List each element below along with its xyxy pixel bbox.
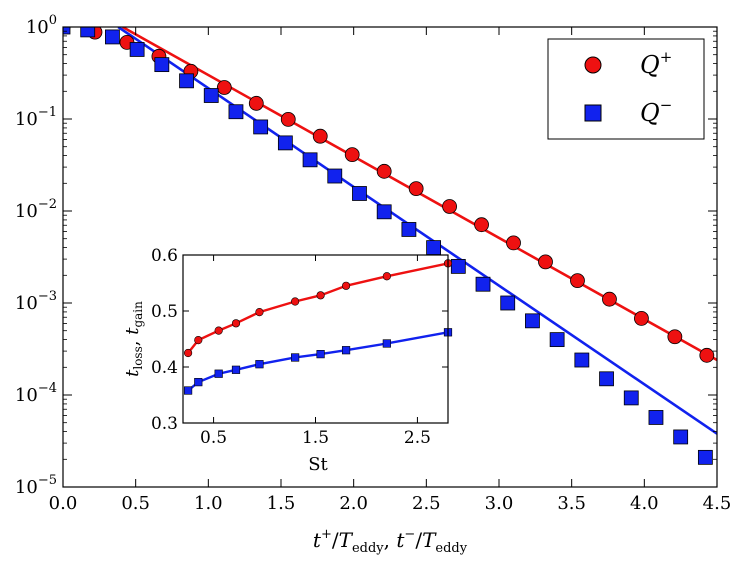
q-plus-point — [474, 217, 489, 233]
legend-label-q-minus: Q− — [640, 96, 672, 127]
main-y-tick-label: 10−4 — [15, 381, 57, 406]
legend-box — [547, 38, 705, 140]
inset-tloss-point — [316, 291, 325, 300]
inset-tloss-point — [341, 281, 351, 290]
main-x-tick-label: 2.0 — [339, 493, 368, 514]
inset-tloss-point — [255, 308, 264, 317]
inset-tgain-point — [291, 353, 300, 362]
inset-y-tick-label: 0.3 — [151, 414, 178, 434]
inset-tloss-point — [214, 326, 223, 335]
q-minus-point — [450, 258, 466, 274]
q-minus-point — [401, 222, 417, 237]
q-plus-point — [538, 254, 553, 270]
q-plus-point — [280, 112, 296, 127]
inset-x-tick-label: 1.5 — [302, 428, 329, 448]
q-plus-point — [408, 181, 424, 197]
inset-tgain-point — [183, 386, 193, 395]
inset-tgain-point — [231, 365, 241, 374]
inset-tloss-point — [231, 319, 241, 328]
main-y-tick-label: 10−5 — [15, 473, 57, 498]
legend: Q+ Q− — [547, 38, 705, 140]
main-x-tick-label: 4.5 — [703, 493, 732, 514]
main-y-tick-label: 10−3 — [15, 289, 57, 314]
main-y-tick-label: 100 — [26, 13, 57, 38]
q-minus-point — [376, 204, 392, 220]
main-x-tick-label: 3.0 — [485, 493, 514, 514]
inset-y-tick-label: 0.5 — [151, 302, 178, 322]
inset-tgain-point — [316, 350, 325, 359]
q-minus-point — [648, 410, 664, 425]
q-minus-point — [80, 27, 96, 38]
main-x-tick-label: 0.5 — [121, 493, 150, 514]
q-minus-point — [277, 135, 293, 151]
q-plus-point — [312, 128, 328, 144]
main-x-tick-label: 1.5 — [267, 493, 296, 514]
q-minus-point — [574, 352, 590, 368]
inset-tloss-point — [382, 272, 391, 281]
q-minus-point — [203, 88, 219, 103]
inset-tgain-point — [341, 346, 351, 355]
q-minus-point — [697, 449, 713, 465]
q-minus-point — [253, 119, 269, 135]
inset-tloss-point — [291, 297, 300, 306]
inset-plot-area — [183, 255, 448, 423]
main-plot-frame — [62, 26, 718, 488]
q-plus-point — [376, 163, 392, 179]
q-minus-point — [352, 186, 367, 201]
q-minus-point — [302, 152, 318, 168]
q-minus-point — [105, 29, 120, 45]
q-plus-point — [442, 199, 457, 214]
q-plus-point — [570, 273, 585, 289]
inset-tloss-point — [183, 348, 193, 358]
main-y-tick-label: 10−2 — [15, 197, 57, 222]
main-x-axis-label: t+/Teddy, t−/Teddy — [313, 527, 468, 556]
inset-tgain-point — [382, 339, 391, 348]
inset-tgain-point — [214, 369, 223, 378]
q-minus-point — [475, 276, 491, 292]
legend-label-q-plus: Q+ — [640, 48, 672, 79]
q-plus-point — [667, 329, 683, 345]
q-minus-point — [549, 332, 565, 348]
main-x-tick-label: 1.0 — [194, 493, 223, 514]
inset-y-tick-label: 0.6 — [151, 246, 178, 266]
q-minus-point — [154, 57, 170, 73]
q-minus-point — [129, 42, 145, 57]
inset-y-tick-label: 0.4 — [151, 358, 178, 378]
q-plus-point — [699, 347, 715, 363]
q-plus-point — [248, 95, 264, 111]
q-plus-point — [602, 291, 617, 307]
q-minus-point — [63, 27, 71, 35]
q-minus-point — [673, 429, 689, 445]
q-minus-point — [525, 313, 540, 329]
main-x-tick-label: 0.0 — [49, 493, 78, 514]
q-minus-point — [623, 390, 639, 406]
q-minus-point — [500, 295, 516, 311]
q-plus-point — [634, 311, 649, 326]
inset-tgain-point — [194, 378, 203, 387]
inset-tloss-point — [194, 336, 203, 345]
inset-x-tick-label: 0.5 — [200, 428, 227, 448]
q-plus-point — [506, 235, 521, 251]
q-plus-point — [344, 147, 360, 163]
q-plus-point — [216, 80, 232, 95]
inset-tgain-line — [187, 331, 448, 392]
q-minus-point — [228, 104, 244, 120]
q-minus-point — [179, 73, 194, 89]
inset-y-axis-label: tloss, tgain — [122, 301, 145, 377]
inset-x-axis-label: St — [308, 454, 328, 475]
main-x-tick-label: 4.0 — [630, 493, 659, 514]
q-minus-point — [327, 168, 343, 184]
main-x-tick-label: 2.5 — [412, 493, 441, 514]
legend-marker-q-minus — [584, 104, 602, 122]
q-minus-point — [599, 371, 614, 387]
inset-tgain-point — [255, 360, 264, 369]
legend-marker-q-plus — [584, 56, 602, 74]
inset-tloss-line — [187, 262, 448, 354]
inset-x-tick-label: 2.5 — [404, 428, 431, 448]
main-x-tick-label: 3.5 — [557, 493, 586, 514]
main-y-tick-label: 10−1 — [15, 105, 57, 130]
q-minus-point — [426, 240, 442, 256]
